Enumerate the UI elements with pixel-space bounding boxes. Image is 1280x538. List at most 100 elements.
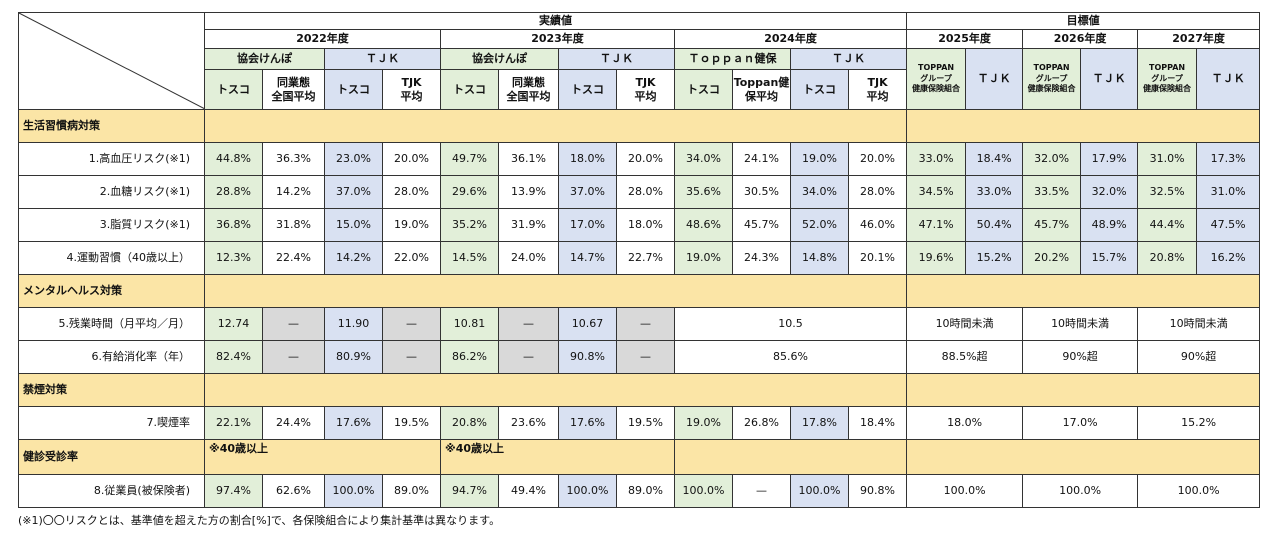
cell: 18.0% <box>906 406 1024 440</box>
cell: 100.0% <box>674 474 733 508</box>
cell: 11.90 <box>324 307 383 341</box>
cell: 49.4% <box>498 474 559 508</box>
cell: 24.3% <box>732 241 791 275</box>
tosco-subheader: トスコ <box>558 69 617 110</box>
year-2022: 2022年度 <box>204 29 441 49</box>
toppan-group-header-2027: TOPPAN グループ 健康保険組合 <box>1137 48 1198 110</box>
cell: 20.8% <box>440 406 499 440</box>
cell: 23.6% <box>498 406 559 440</box>
cell: 44.8% <box>204 142 263 176</box>
cell: 90%超 <box>1022 340 1139 374</box>
cell: 90.8% <box>558 340 617 374</box>
cell: 89.0% <box>616 474 675 508</box>
cell: 33.0% <box>965 175 1024 209</box>
actual-header: 実績値 <box>203 12 908 30</box>
industry-avg-subheader: 同業態 全国平均 <box>498 69 559 110</box>
cell: 14.7% <box>558 241 617 275</box>
cell: 31.0% <box>1137 142 1198 176</box>
tjk-avg-subheader: TJK 平均 <box>382 69 441 110</box>
cell: 24.1% <box>732 142 791 176</box>
year-2025: 2025年度 <box>906 29 1024 49</box>
cell: 31.8% <box>262 208 325 242</box>
cell: — <box>616 340 675 374</box>
cell: 100.0% <box>324 474 383 508</box>
cell: 10時間未満 <box>1022 307 1139 341</box>
cell: 100.0% <box>1137 474 1261 508</box>
cell: 86.2% <box>440 340 499 374</box>
row-label: 3.脂質リスク(※1) <box>18 208 205 242</box>
cell: — <box>498 307 559 341</box>
cell: 19.0% <box>674 241 733 275</box>
cell: 62.6% <box>262 474 325 508</box>
cell: 34.5% <box>906 175 967 209</box>
cell: 20.1% <box>847 241 908 275</box>
tosco-subheader: トスコ <box>790 69 849 110</box>
target-header: 目標値 <box>906 12 1261 30</box>
cell: 20.0% <box>616 142 675 176</box>
cell: 17.3% <box>1196 142 1261 176</box>
cell: 33.0% <box>906 142 967 176</box>
cell: — <box>616 307 675 341</box>
cell: 44.4% <box>1137 208 1198 242</box>
cell: 19.6% <box>906 241 967 275</box>
table-row: 1.高血圧リスク(※1) 44.8% 36.3% 23.0% 20.0% 49.… <box>18 142 1261 176</box>
cell: — <box>382 307 441 341</box>
table-row: 5.残業時間（月平均／月） 12.74 — 11.90 — 10.81 — 10… <box>18 307 1261 341</box>
cell: 94.7% <box>440 474 499 508</box>
cell: 24.0% <box>498 241 559 275</box>
cell: 28.0% <box>616 175 675 209</box>
cell: 17.6% <box>558 406 617 440</box>
age40-note-2022: ※40歳以上 <box>204 439 441 475</box>
cell: 10.81 <box>440 307 499 341</box>
cell: 26.8% <box>732 406 791 440</box>
cell: 35.6% <box>674 175 733 209</box>
toppan-kenpo-header-2024: Ｔｏｐｐａｎ健保 <box>674 48 791 70</box>
cell: 47.5% <box>1196 208 1261 242</box>
cell: 18.0% <box>616 208 675 242</box>
cell: 31.0% <box>1196 175 1261 209</box>
kyokai-header-2023: 協会けんぽ <box>440 48 559 70</box>
cell: 90.8% <box>847 474 908 508</box>
cell: 48.9% <box>1080 208 1139 242</box>
header-corner-cell <box>18 12 205 110</box>
age40-note-2023: ※40歳以上 <box>440 439 675 475</box>
row-label: 4.運動習慣（40歳以上） <box>18 241 205 275</box>
cell: 19.5% <box>616 406 675 440</box>
row-label: 6.有給消化率（年） <box>18 340 205 374</box>
cell: 30.5% <box>732 175 791 209</box>
cell: 100.0% <box>1022 474 1139 508</box>
cell: 22.7% <box>616 241 675 275</box>
cell: 17.9% <box>1080 142 1139 176</box>
cell: 36.8% <box>204 208 263 242</box>
tjk-avg-subheader: TJK 平均 <box>616 69 675 110</box>
toppan-group-header-2026: TOPPAN グループ 健康保険組合 <box>1022 48 1082 110</box>
cell: 31.9% <box>498 208 559 242</box>
row-label: 1.高血圧リスク(※1) <box>18 142 205 176</box>
cell: 48.6% <box>674 208 733 242</box>
cell: 35.2% <box>440 208 499 242</box>
cell: 20.8% <box>1137 241 1198 275</box>
cell: 14.2% <box>324 241 383 275</box>
cell: 28.0% <box>847 175 908 209</box>
cell: 49.7% <box>440 142 499 176</box>
cell: — <box>732 474 791 508</box>
cell: 22.4% <box>262 241 325 275</box>
cell: 90%超 <box>1137 340 1261 374</box>
table-row: 3.脂質リスク(※1) 36.8% 31.8% 15.0% 19.0% 35.2… <box>18 208 1261 242</box>
cell: 100.0% <box>790 474 849 508</box>
cell: 15.7% <box>1080 241 1139 275</box>
cell: 28.8% <box>204 175 263 209</box>
tjk-header-2023: ＴＪＫ <box>558 48 675 70</box>
cell: 32.5% <box>1137 175 1198 209</box>
cell: 36.3% <box>262 142 325 176</box>
cell: 13.9% <box>498 175 559 209</box>
cell: 82.4% <box>204 340 263 374</box>
health-kpi-table: 実績値 目標値 2022年度 2023年度 2024年度 2025年度 2026… <box>18 12 1261 508</box>
section-lifestyle: 生活習慣病対策 <box>18 109 205 143</box>
diagonal-line <box>19 13 204 109</box>
cell: 19.0% <box>674 406 733 440</box>
cell: 10時間未満 <box>906 307 1024 341</box>
cell: 100.0% <box>906 474 1024 508</box>
toppan-group-header-2025: TOPPAN グループ 健康保険組合 <box>906 48 967 110</box>
cell: 18.4% <box>847 406 908 440</box>
